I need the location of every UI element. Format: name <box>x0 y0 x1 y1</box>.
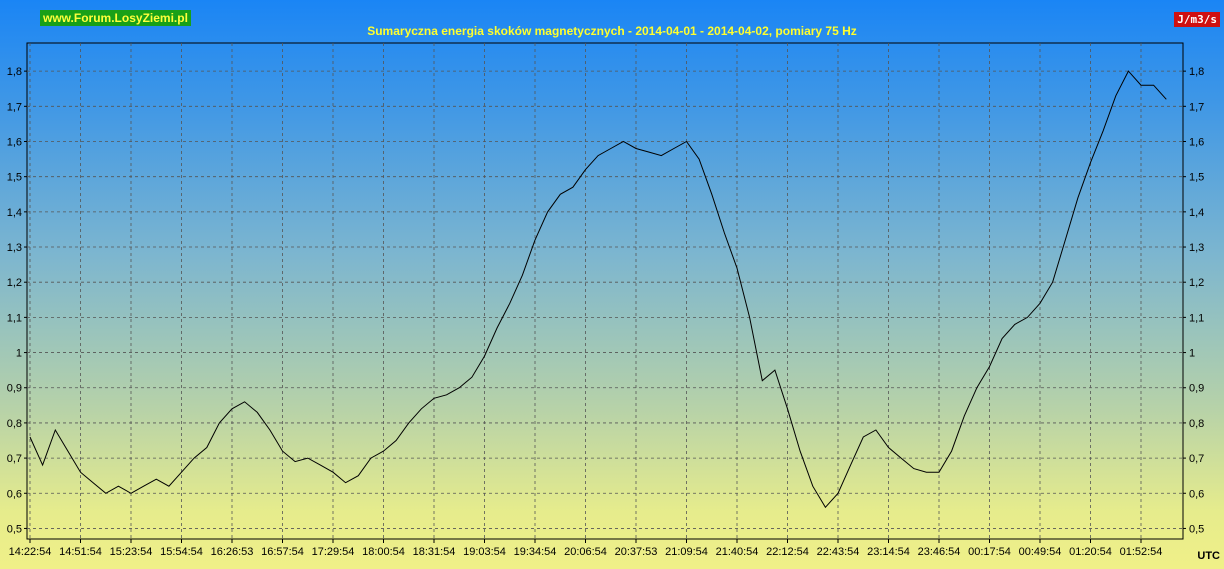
y-tick-label: 1,1 <box>7 312 22 324</box>
y-axis-left: 0,5 0,6 0,7 0,8 0,9 1 1,1 1,2 1,3 1,4 1,5 1,6 1,7 1,8 <box>7 66 27 535</box>
y-tick-label: 1,8 <box>7 66 22 78</box>
plot-area <box>26 42 1184 540</box>
chart-title: Sumaryczna energia skoków magnetycznych … <box>367 24 857 38</box>
y-tick-label: 0,7 <box>7 453 22 465</box>
x-tick-label: 16:57:54 <box>261 546 304 558</box>
y-tick-label: 1,4 <box>7 207 22 219</box>
y-tick-label: 1,6 <box>7 136 22 148</box>
y-tick-label: 1,5 <box>1189 172 1204 184</box>
y-tick-label: 0,8 <box>7 418 22 430</box>
y-tick-label: 0,9 <box>1189 383 1204 395</box>
y-tick-label: 0,8 <box>1189 418 1204 430</box>
series-line <box>29 70 1167 509</box>
x-tick-label: 01:20:54 <box>1069 546 1112 558</box>
y-tick-label: 0,9 <box>7 383 22 395</box>
y-tick-label: 0,6 <box>1189 488 1204 500</box>
x-tick-label: 01:52:54 <box>1120 546 1163 558</box>
x-tick-label: 20:37:53 <box>615 546 658 558</box>
y-tick-label: 1,2 <box>7 277 22 289</box>
x-tick-label: 15:54:54 <box>160 546 203 558</box>
x-tick-label: 18:00:54 <box>362 546 405 558</box>
x-tick-label: 22:43:54 <box>817 546 860 558</box>
x-tick-label: 00:17:54 <box>968 546 1011 558</box>
y-tick-label: 1 <box>16 348 22 360</box>
y-tick-label: 1,5 <box>7 172 22 184</box>
x-tick-label: 19:03:54 <box>463 546 506 558</box>
y-tick-label: 1,3 <box>1189 242 1204 254</box>
x-tick-label: 18:31:54 <box>413 546 456 558</box>
x-tick-label: 22:12:54 <box>766 546 809 558</box>
y-tick-label: 0,5 <box>7 523 22 535</box>
y-tick-label: 0,5 <box>1189 523 1204 535</box>
x-tick-label: 21:09:54 <box>665 546 708 558</box>
x-tick-label: 19:34:54 <box>514 546 557 558</box>
x-tick-label: 14:51:54 <box>59 546 102 558</box>
y-tick-label: 0,7 <box>1189 453 1204 465</box>
grid <box>27 43 1183 539</box>
x-tick-label: 23:46:54 <box>918 546 961 558</box>
y-tick-label: 1,7 <box>7 101 22 113</box>
y-tick-label: 1,4 <box>1189 207 1204 219</box>
y-tick-label: 1,3 <box>7 242 22 254</box>
x-tick-label: 21:40:54 <box>716 546 759 558</box>
x-tick-label: 14:22:54 <box>9 546 52 558</box>
x-tick-label: 20:06:54 <box>564 546 607 558</box>
y-tick-label: 0,6 <box>7 488 22 500</box>
x-tick-label: 16:26:53 <box>211 546 254 558</box>
x-axis: 14:22:54 14:51:54 15:23:54 15:54:54 16:26:53… <box>9 539 1163 558</box>
x-tick-label: 15:23:54 <box>110 546 153 558</box>
y-tick-label: 1,2 <box>1189 277 1204 289</box>
forum-link[interactable]: www.Forum.LosyZiemi.pl <box>40 10 191 26</box>
y-tick-label: 1,1 <box>1189 312 1204 324</box>
y-tick-label: 1,6 <box>1189 136 1204 148</box>
unit-badge: J/m3/s <box>1174 12 1220 27</box>
x-tick-label: 17:29:54 <box>312 546 355 558</box>
y-tick-label: 1,8 <box>1189 66 1204 78</box>
y-tick-label: 1 <box>1189 348 1195 360</box>
y-tick-label: 1,7 <box>1189 101 1204 113</box>
x-tick-label: 00:49:54 <box>1019 546 1062 558</box>
timezone-label: UTC <box>1197 550 1220 562</box>
y-axis-right: 0,5 0,6 0,7 0,8 0,9 1 1,1 1,2 1,3 1,4 1,5 1,6 1,7 1,8 <box>1183 66 1204 535</box>
x-tick-label: 23:14:54 <box>867 546 910 558</box>
